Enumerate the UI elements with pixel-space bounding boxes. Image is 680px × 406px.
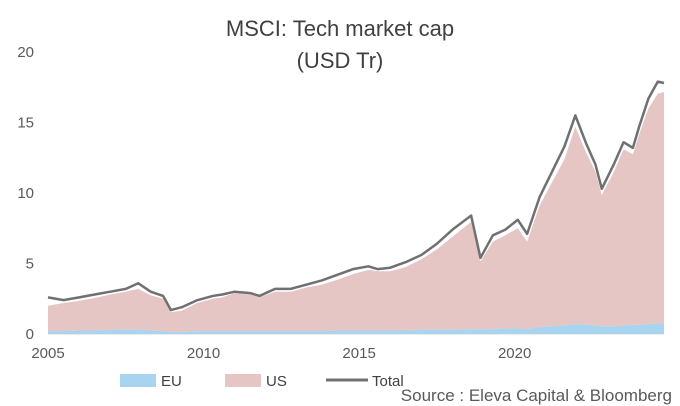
chart-subtitle: (USD Tr) [297, 48, 384, 73]
legend-us-swatch [225, 374, 261, 387]
legend-eu-swatch [120, 374, 156, 387]
x-tick-label-0: 2005 [31, 345, 64, 362]
y-axis-ticks: 0 5 10 15 20 [17, 44, 34, 343]
us-area [48, 92, 664, 332]
x-tick-label-2: 2015 [342, 345, 375, 362]
legend-eu-label: EU [161, 373, 182, 390]
y-tick-label-3: 15 [17, 115, 34, 132]
legend-us-label: US [266, 373, 287, 390]
y-tick-label-0: 0 [26, 326, 34, 343]
eu-area [48, 323, 664, 334]
plot-area [47, 80, 665, 335]
y-tick-label-2: 10 [17, 185, 34, 202]
legend: EU US Total [120, 373, 404, 390]
y-tick-label-4: 20 [17, 44, 34, 61]
x-tick-label-3: 2020 [498, 345, 531, 362]
source-note: Source : Eleva Capital & Bloomberg [401, 386, 672, 405]
total-line [47, 80, 665, 312]
x-tick-label-1: 2010 [187, 345, 220, 362]
legend-total-label: Total [372, 373, 404, 390]
x-axis-ticks: 2005 2010 2015 2020 [31, 345, 531, 362]
chart-title: MSCI: Tech market cap [226, 16, 454, 41]
y-tick-label-1: 5 [26, 256, 34, 273]
